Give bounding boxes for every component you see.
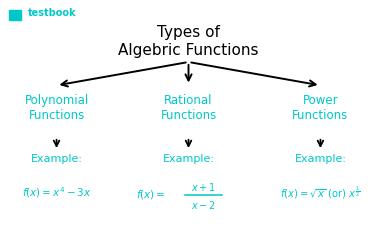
Text: $x - 2$: $x - 2$ xyxy=(191,199,216,211)
Text: testbook: testbook xyxy=(28,8,77,18)
Text: Rational
Functions: Rational Functions xyxy=(160,94,217,122)
Text: Power
Functions: Power Functions xyxy=(292,94,349,122)
Text: $f(x) = x^4 - 3x$: $f(x) = x^4 - 3x$ xyxy=(22,185,91,200)
Text: Example:: Example: xyxy=(294,154,346,165)
Text: $f(x) = \sqrt{x}\ \mathrm{(or)}\ x^{\frac{1}{2}}$: $f(x) = \sqrt{x}\ \mathrm{(or)}\ x^{\fra… xyxy=(280,185,361,201)
Text: Types of
Algebric Functions: Types of Algebric Functions xyxy=(118,25,259,58)
Text: Example:: Example: xyxy=(162,154,215,165)
Text: $f(x) =$: $f(x) =$ xyxy=(136,188,166,201)
Bar xyxy=(9,10,21,20)
Text: Polynomial
Functions: Polynomial Functions xyxy=(25,94,89,122)
Text: $x + 1$: $x + 1$ xyxy=(191,181,216,193)
Text: Example:: Example: xyxy=(31,154,83,165)
